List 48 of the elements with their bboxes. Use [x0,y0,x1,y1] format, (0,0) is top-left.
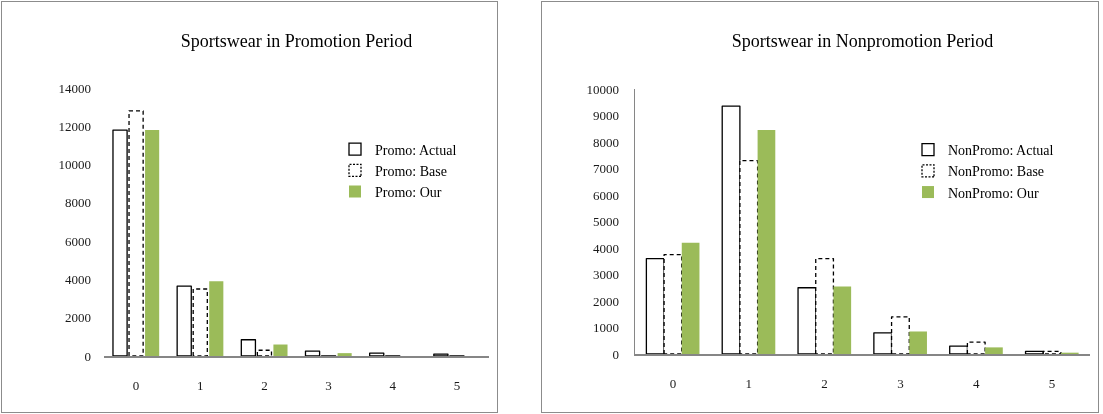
bar [909,331,927,354]
x-tick-label: 0 [669,375,677,391]
bar [757,130,776,354]
x-tick-label: 5 [1048,375,1056,391]
x-tick-label: 5 [453,377,461,393]
chart-title: Sportswear in Promotion Period [180,31,413,52]
legend-label: NonPromo: Base [948,164,1045,180]
y-tick-label: 2000 [65,310,91,326]
y-tick-label: 10000 [586,81,619,97]
y-tick-label: 6000 [65,233,91,249]
y-tick-label: 12000 [58,118,91,134]
y-tick-label: 0 [84,348,91,364]
y-tick-label: 0 [612,346,619,362]
legend-label: Promo: Base [375,163,447,179]
bar [833,286,852,354]
x-tick-label: 1 [745,375,752,391]
y-tick-label: 1000 [592,320,619,336]
bar [145,130,160,356]
y-tick-label: 4000 [592,240,619,256]
y-tick-label: 9000 [592,108,619,124]
y-tick-label: 3000 [592,267,619,283]
y-tick-label: 14000 [58,80,91,96]
y-tick-label: 4000 [65,271,91,287]
y-tick-label: 8000 [592,134,619,150]
x-tick-label: 2 [261,377,268,393]
bar [273,344,288,356]
x-tick-label: 3 [897,375,904,391]
bar [337,353,352,356]
y-tick-label: 5000 [592,214,619,230]
x-tick-label: 1 [197,377,204,393]
y-tick-label: 6000 [592,187,619,203]
y-tick-label: 8000 [65,195,91,211]
bar [209,281,224,356]
y-tick-label: 2000 [592,293,619,309]
x-tick-label: 4 [973,375,980,391]
x-tick-label: 2 [821,375,828,391]
bar [985,347,1003,354]
x-tick-label: 0 [132,377,140,393]
bar [681,242,700,354]
legend-label: NonPromo: Our [948,185,1039,201]
chart-title: Sportswear in Nonpromotion Period [731,31,994,52]
x-tick-label: 3 [325,377,332,393]
legend-label: NonPromo: Actual [948,143,1054,159]
legend-label: Promo: Actual [375,142,457,158]
y-tick-label: 10000 [58,157,91,173]
x-tick-label: 4 [389,377,397,393]
y-tick-label: 7000 [592,161,619,177]
legend-label: Promo: Our [375,185,442,201]
